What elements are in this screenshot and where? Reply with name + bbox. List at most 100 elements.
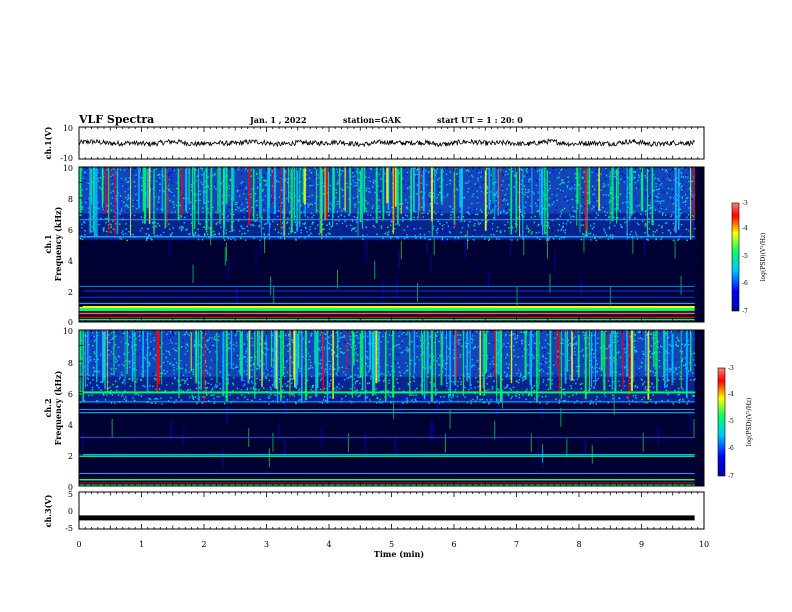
spectrogram-speckle	[503, 193, 506, 195]
spectrogram-speckle	[119, 223, 121, 225]
spectrogram-speckle	[333, 351, 336, 354]
spectrogram-speckle	[298, 199, 300, 201]
spectrogram-speckle	[438, 188, 440, 191]
spectrogram-speckle	[419, 393, 421, 396]
spectrogram-speckle	[382, 390, 384, 392]
spectrogram-speckle	[221, 366, 223, 369]
spectrogram-speckle	[216, 394, 218, 396]
spectrogram-speckle	[682, 358, 684, 360]
spectrogram-speckle	[623, 217, 625, 219]
spectrogram-speckle	[288, 337, 290, 339]
low-frequency-streak	[400, 240, 402, 260]
spectrogram-speckle	[612, 394, 614, 396]
sferic-streak	[488, 167, 491, 210]
spectrogram-speckle	[304, 226, 307, 229]
spectrogram-speckle	[346, 186, 349, 188]
spectrogram-speckle	[436, 202, 438, 205]
spectrogram-speckle	[124, 390, 126, 392]
spectrogram-speckle	[443, 222, 445, 225]
low-frequency-streak	[226, 242, 227, 262]
spectrogram-speckle	[173, 201, 175, 203]
spectrogram-speckle	[566, 186, 568, 188]
spectrogram-speckle	[247, 398, 249, 401]
spectrogram-speckle	[365, 349, 368, 351]
spectrogram-speckle	[474, 223, 476, 225]
spectrogram-speckle	[463, 375, 465, 377]
spectrogram-speckle	[537, 199, 539, 201]
sferic-streak	[280, 167, 282, 232]
spectrogram-speckle	[461, 226, 464, 229]
spectrogram-speckle	[428, 230, 431, 232]
spectrogram-speckle	[186, 389, 188, 392]
spectrogram-speckle	[680, 211, 682, 213]
spectrogram-speckle	[115, 198, 117, 200]
spectrogram-speckle	[647, 204, 650, 206]
spectrogram-speckle	[532, 360, 535, 362]
spectrogram-speckle	[505, 170, 507, 173]
spectrogram-speckle	[211, 387, 214, 390]
spectrogram-speckle	[288, 210, 291, 213]
spectrogram-speckle	[250, 380, 253, 382]
spectrogram-speckle	[435, 368, 438, 370]
spectrogram-speckle	[683, 218, 685, 220]
spectrogram-speckle	[530, 216, 532, 218]
sferic-streak	[232, 167, 235, 202]
spectrogram-speckle	[113, 375, 116, 377]
spectrogram-speckle	[412, 375, 415, 377]
spectrogram-speckle	[337, 182, 339, 184]
spectrogram-speckle	[694, 228, 696, 230]
spectrogram-speckle	[112, 203, 115, 205]
spectrogram-speckle	[657, 200, 659, 202]
spectrogram-speckle	[235, 203, 237, 206]
spectrogram-speckle	[327, 331, 330, 333]
spectrogram-speckle	[582, 349, 584, 351]
spectrogram-speckle	[486, 399, 488, 401]
spectrogram-speckle	[388, 376, 390, 378]
spectrogram-speckle	[563, 377, 565, 379]
spectrogram-speckle	[436, 232, 438, 234]
spectrogram-speckle	[558, 224, 560, 226]
spectrogram-speckle	[105, 337, 108, 340]
spectrogram-speckle	[242, 217, 244, 219]
spectrogram-speckle	[158, 190, 161, 192]
spectrogram-speckle	[300, 212, 303, 214]
spectrogram-speckle	[574, 354, 576, 356]
spectrogram-speckle	[221, 213, 223, 215]
spectrogram-speckle	[158, 196, 160, 198]
spectrogram-speckle	[112, 228, 115, 230]
spectrogram-speckle	[215, 223, 218, 225]
sferic-streak	[434, 167, 436, 204]
spectrogram-speckle	[430, 186, 432, 189]
spectrogram-speckle	[209, 367, 212, 369]
spectrogram-speckle	[678, 238, 680, 240]
spectrogram-speckle	[605, 216, 608, 218]
spectrogram-speckle	[493, 229, 495, 231]
spectrogram-speckle	[486, 383, 488, 385]
spectrogram-speckle	[334, 333, 336, 335]
sferic-streak	[146, 167, 149, 208]
spectrogram-speckle	[512, 386, 515, 389]
spectrogram-speckle	[145, 239, 148, 241]
spectrogram-speckle	[207, 200, 210, 203]
spectrogram-speckle	[485, 380, 487, 382]
spectrogram-speckle	[170, 235, 172, 237]
spectrogram-speckle	[661, 206, 664, 209]
spectrogram-speckle	[579, 383, 582, 385]
spectrogram-speckle	[132, 233, 134, 236]
spectrogram-speckle	[239, 393, 241, 395]
spectrogram-speckle	[468, 173, 470, 176]
spectrogram-speckle	[340, 173, 342, 175]
spectrogram-speckle	[255, 383, 257, 385]
spectrogram-speckle	[334, 205, 336, 207]
spectrogram-speckle	[567, 228, 570, 231]
spectrogram-speckle	[149, 385, 151, 387]
spectrogram-speckle	[564, 231, 566, 234]
spectrogram-speckle	[654, 231, 657, 233]
spectrogram-speckle	[386, 239, 388, 241]
spectrogram-speckle	[215, 188, 217, 190]
spectrogram-speckle	[373, 218, 375, 220]
spectrogram-speckle	[86, 199, 88, 202]
spectrogram-speckle	[135, 176, 137, 178]
spectrogram-speckle	[646, 189, 648, 191]
